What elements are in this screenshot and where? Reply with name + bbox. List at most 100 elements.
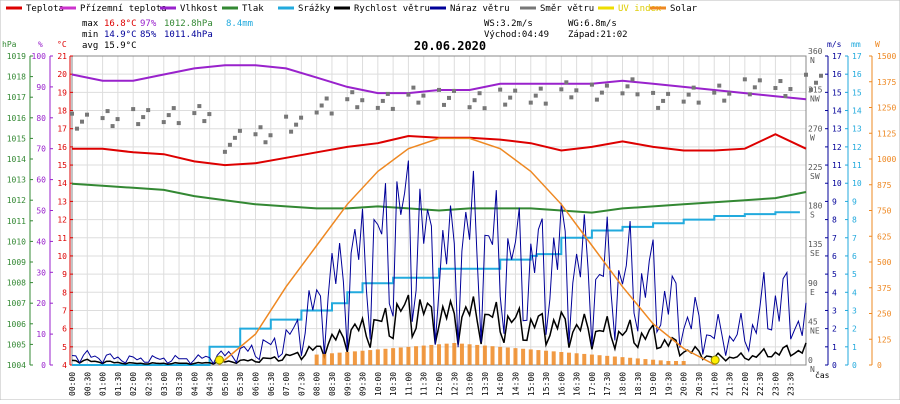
series-solar-bar-68 — [589, 354, 594, 365]
series-sm-r-v-tru-point-8-2 — [324, 96, 329, 101]
w-tick-label-2: 250 — [877, 310, 892, 319]
stat-max-label: max — [82, 19, 99, 29]
series-solar-bar-77 — [658, 360, 663, 365]
x-tick-label-30: 15:00 — [527, 372, 536, 396]
stat-min-hum: 85% — [140, 30, 157, 40]
series-sm-r-v-tru-point-6-1 — [258, 125, 263, 130]
mm-tick-label-3: 3 — [852, 306, 857, 315]
series-solar-bar-54 — [482, 345, 487, 365]
series-sm-r-v-tru-point-19-1 — [656, 105, 661, 110]
series-sm-r-v-tru-point-24-1 — [809, 87, 813, 92]
series-sm-r-v-tru-point-14-0 — [498, 87, 503, 92]
ms-tick-label-6: 6 — [832, 252, 837, 261]
legend-label-9: Solar — [670, 4, 698, 14]
series-solar-bar-53 — [475, 344, 480, 365]
series-solar-bar-32 — [314, 354, 319, 365]
stat-max-press: 1012.8hPa — [164, 19, 213, 29]
series-sm-r-v-tru-point-15-1 — [533, 93, 538, 98]
series-sm-r-v-tru-point-22-2 — [752, 85, 757, 90]
stat-ws: WS:3.2m/s — [484, 19, 533, 29]
deg-tick-label-11: 15 — [57, 161, 67, 170]
deg-tick-label-14: 18 — [57, 107, 67, 116]
series-sm-r-v-tru-point-7-2 — [294, 122, 299, 127]
series-solar-bar-80 — [681, 361, 686, 365]
deg-tick-label-16: 20 — [57, 70, 67, 79]
series-sm-r-v-tru-point-1-3 — [115, 117, 120, 122]
mm-tick-label-17: 17 — [852, 52, 862, 61]
series-solar-bar-78 — [666, 361, 671, 365]
deg-tick-label-7: 11 — [57, 234, 67, 243]
x-tick-label-4: 02:00 — [129, 372, 138, 396]
series-sm-r-v-tru-point-2-1 — [136, 122, 141, 127]
series-sm-r-v-tru-point-0-1 — [75, 126, 79, 131]
x-tick-label-23: 11:30 — [420, 372, 429, 396]
mm-tick-label-6: 6 — [852, 252, 857, 261]
series-sm-r-v-tru-point-6-2 — [263, 140, 268, 145]
dir-tick-compass-5: SW — [810, 172, 820, 181]
deg-tick-label-3: 7 — [62, 306, 67, 315]
x-tick-label-44: 22:00 — [741, 372, 750, 396]
stat-sunset: Západ:21:02 — [568, 30, 628, 40]
mm-tick-label-5: 5 — [852, 270, 857, 279]
hpa-tick-label-14: 1018 — [7, 73, 26, 82]
x-tick-label-41: 20:30 — [695, 372, 704, 396]
legend-label-1: Přízemní teplota — [80, 4, 167, 14]
chart-title: 20.06.2020 — [414, 39, 486, 53]
dir-tick-compass-3: SE — [810, 249, 820, 258]
series-sm-r-v-tru-point-13-2 — [477, 91, 482, 96]
series-sm-r-v-tru-point-6-3 — [268, 133, 273, 138]
pct-tick-label-5: 50 — [36, 207, 46, 216]
series-sm-r-v-tru-point-12-3 — [452, 88, 456, 93]
unit-deg: °C — [57, 40, 67, 49]
x-tick-label-31: 15:30 — [542, 372, 551, 396]
series-n-raz-v-tru-line — [71, 160, 807, 365]
series-sm-r-v-tru-point-13-1 — [472, 98, 477, 103]
series-sm-r-v-tru-point-0-3 — [85, 112, 89, 117]
series-sm-r-v-tru-point-18-0 — [620, 91, 625, 96]
series-sm-r-v-tru-point-20-1 — [686, 92, 691, 97]
x-tick-label-28: 14:00 — [496, 372, 505, 396]
deg-tick-label-5: 9 — [62, 270, 67, 279]
series-sm-r-v-tru-point-5-3 — [237, 128, 242, 133]
hpa-tick-label-5: 1009 — [7, 258, 26, 267]
legend: Teplota Přízemní teplota Vlhkost Tlak Srážky… — [6, 4, 698, 14]
x-tick-label-19: 09:30 — [359, 372, 368, 396]
dir-tick-compass-7: NW — [810, 95, 820, 104]
series-solar-bar-66 — [574, 353, 579, 365]
deg-tick-label-8: 12 — [57, 216, 67, 225]
series-sm-r-v-tru-point-23-1 — [778, 79, 783, 84]
dir-tick-label-7: 315 — [808, 86, 823, 95]
series-solar-bar-34 — [329, 353, 334, 365]
series-sm-r-v-tru-point-19-0 — [651, 90, 656, 95]
legend-label-5: Rychlost větru — [354, 4, 430, 14]
ms-tick-label-10: 10 — [832, 179, 842, 188]
series-sm-r-v-tru-point-2-3 — [146, 108, 151, 113]
stat-max-hum: 97% — [140, 19, 157, 29]
series-solar-bar-76 — [651, 359, 656, 365]
series-solar-bar-52 — [467, 344, 472, 365]
x-tick-label-14: 07:00 — [282, 372, 291, 396]
hpa-tick-label-0: 1004 — [7, 361, 26, 370]
x-tick-label-42: 21:00 — [710, 372, 719, 396]
w-tick-label-6: 750 — [877, 207, 892, 216]
series-solar-bar-57 — [505, 347, 510, 365]
series-solar-bar-59 — [521, 348, 526, 365]
mm-tick-label-11: 11 — [852, 161, 862, 170]
hpa-tick-label-8: 1012 — [7, 196, 26, 205]
series-sm-r-v-tru-point-15-3 — [543, 101, 548, 106]
deg-tick-label-9: 13 — [57, 197, 67, 206]
x-tick-label-12: 06:00 — [252, 372, 261, 396]
w-tick-label-12: 1500 — [877, 52, 896, 61]
series-sm-r-v-tru-point-10-1 — [380, 98, 385, 103]
dir-tick-label-3: 135 — [808, 240, 823, 249]
deg-tick-label-13: 17 — [57, 125, 67, 134]
series-sm-r-v-tru-point-6-0 — [253, 132, 258, 137]
series-sm-r-v-tru-point-4-1 — [197, 104, 202, 109]
deg-tick-label-2: 6 — [62, 325, 67, 334]
x-tick-label-29: 14:30 — [511, 372, 520, 396]
x-tick-label-24: 12:00 — [435, 372, 444, 396]
w-tick-label-1: 125 — [877, 335, 892, 344]
ms-tick-label-7: 7 — [832, 234, 837, 243]
series-solar-bar-35 — [337, 352, 342, 365]
